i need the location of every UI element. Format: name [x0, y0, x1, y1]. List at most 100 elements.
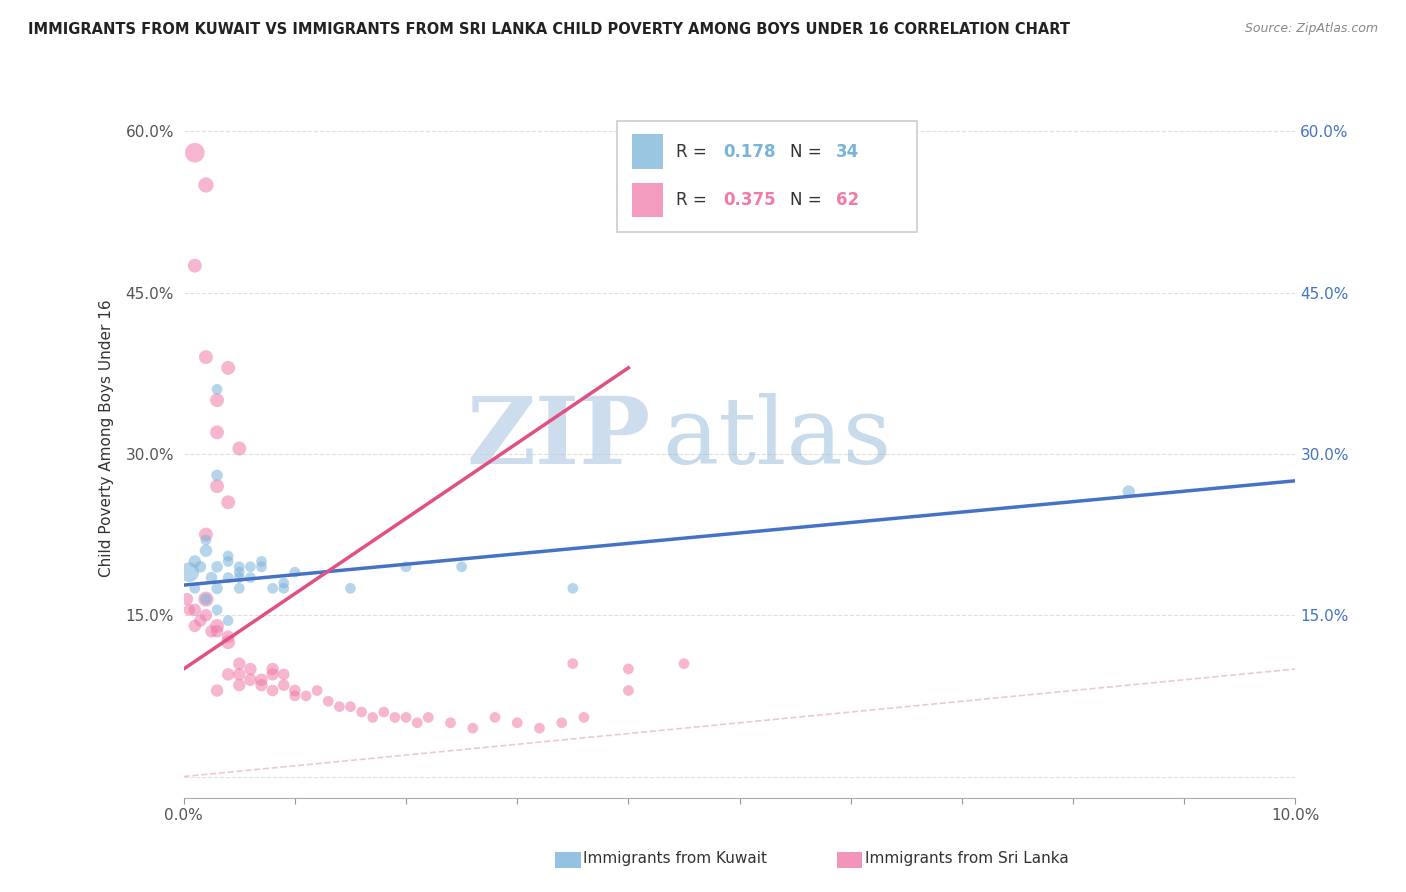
Text: N =: N =	[790, 143, 827, 161]
Point	[205, 683, 228, 698]
Point	[228, 571, 250, 585]
Text: R =: R =	[676, 143, 713, 161]
Point	[217, 667, 239, 681]
Point	[561, 657, 583, 671]
Text: Immigrants from Kuwait: Immigrants from Kuwait	[583, 852, 768, 866]
Point	[284, 689, 307, 703]
Point	[273, 667, 295, 681]
Point	[1118, 484, 1140, 499]
Point	[273, 582, 295, 596]
Point	[239, 571, 262, 585]
Text: atlas: atlas	[662, 392, 891, 483]
FancyBboxPatch shape	[631, 135, 662, 169]
Text: 62: 62	[837, 191, 859, 209]
Point	[184, 619, 207, 633]
Point	[250, 554, 273, 568]
Point	[284, 683, 307, 698]
Text: 0.375: 0.375	[723, 191, 776, 209]
Point	[328, 699, 350, 714]
Text: IMMIGRANTS FROM KUWAIT VS IMMIGRANTS FROM SRI LANKA CHILD POVERTY AMONG BOYS UND: IMMIGRANTS FROM KUWAIT VS IMMIGRANTS FRO…	[28, 22, 1070, 37]
Point	[184, 145, 207, 160]
Text: Source: ZipAtlas.com: Source: ZipAtlas.com	[1244, 22, 1378, 36]
Point	[529, 721, 551, 735]
Point	[217, 360, 239, 375]
Text: R =: R =	[676, 191, 713, 209]
Point	[250, 678, 273, 692]
Point	[228, 582, 250, 596]
Point	[262, 683, 284, 698]
Point	[217, 549, 239, 563]
Point	[239, 673, 262, 687]
Point	[273, 576, 295, 591]
Point	[194, 350, 217, 364]
Point	[406, 715, 429, 730]
Point	[205, 468, 228, 483]
Point	[194, 533, 217, 547]
Point	[506, 715, 529, 730]
Point	[194, 592, 217, 607]
Point	[250, 673, 273, 687]
Point	[184, 582, 207, 596]
Point	[184, 603, 207, 617]
Point	[200, 571, 222, 585]
Point	[395, 559, 418, 574]
Point	[228, 565, 250, 579]
Point	[284, 565, 307, 579]
Point	[339, 699, 361, 714]
Point	[350, 705, 373, 719]
Point	[194, 178, 217, 192]
Point	[205, 393, 228, 408]
Point	[217, 554, 239, 568]
Point	[205, 382, 228, 396]
Point	[395, 710, 418, 724]
Point	[228, 678, 250, 692]
FancyBboxPatch shape	[617, 120, 918, 233]
Point	[461, 721, 484, 735]
Point	[262, 582, 284, 596]
Point	[617, 662, 640, 676]
Point	[190, 614, 212, 628]
Point	[307, 683, 329, 698]
Point	[205, 582, 228, 596]
Text: ZIP: ZIP	[467, 392, 651, 483]
Point	[561, 582, 583, 596]
Point	[262, 662, 284, 676]
Point	[179, 565, 201, 579]
Point	[200, 624, 222, 639]
Point	[228, 442, 250, 456]
Point	[450, 559, 472, 574]
Point	[484, 710, 506, 724]
Point	[250, 559, 273, 574]
Point	[217, 495, 239, 509]
Point	[361, 710, 384, 724]
Text: N =: N =	[790, 191, 827, 209]
Point	[205, 425, 228, 440]
Point	[217, 635, 239, 649]
Text: Immigrants from Sri Lanka: Immigrants from Sri Lanka	[865, 852, 1069, 866]
Point	[550, 715, 572, 730]
Point	[194, 527, 217, 541]
Point	[217, 571, 239, 585]
Text: 34: 34	[837, 143, 859, 161]
Point	[439, 715, 461, 730]
Point	[373, 705, 395, 719]
Point	[418, 710, 440, 724]
Point	[205, 479, 228, 493]
Point	[228, 559, 250, 574]
Point	[205, 619, 228, 633]
Point	[384, 710, 406, 724]
Text: 0.178: 0.178	[723, 143, 775, 161]
Point	[228, 667, 250, 681]
Point	[672, 657, 695, 671]
Point	[316, 694, 339, 708]
Point	[228, 657, 250, 671]
Point	[184, 554, 207, 568]
Point	[194, 543, 217, 558]
Point	[617, 683, 640, 698]
Point	[262, 667, 284, 681]
Point	[194, 592, 217, 607]
Point	[205, 559, 228, 574]
Point	[205, 624, 228, 639]
Point	[176, 592, 198, 607]
Point	[194, 608, 217, 623]
